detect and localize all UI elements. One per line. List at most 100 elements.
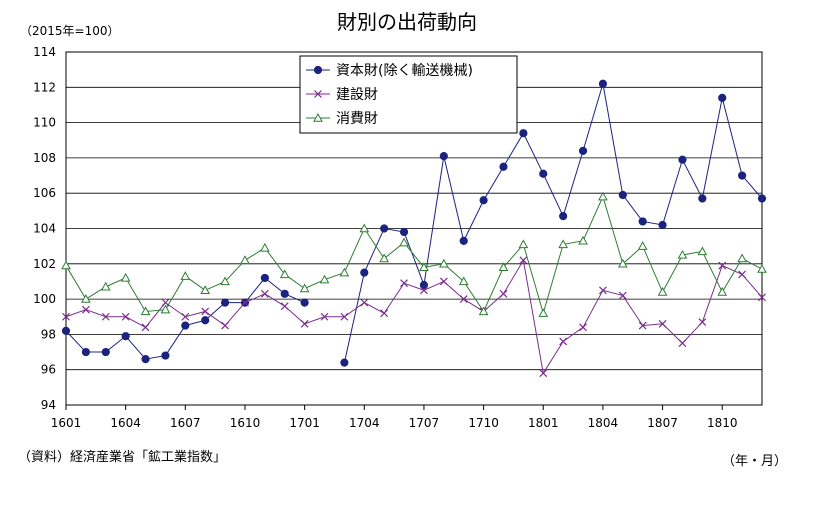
data-point [181, 312, 190, 321]
data-point [439, 152, 448, 161]
data-point [578, 235, 588, 245]
data-point [498, 262, 509, 272]
data-point [314, 90, 322, 98]
data-point [579, 323, 587, 332]
data-point [319, 274, 330, 284]
data-point [658, 220, 667, 230]
series-1 [61, 79, 767, 367]
data-point [399, 237, 409, 247]
data-point [458, 276, 469, 286]
cross-stroke [101, 312, 110, 321]
legend-item: 資本財(除く輸送機械) [306, 63, 473, 79]
cross-stroke [360, 298, 369, 307]
data-point [300, 298, 309, 307]
data-point [313, 112, 323, 122]
series-2 [62, 256, 766, 378]
cross-stroke [181, 312, 190, 321]
data-point [459, 295, 468, 304]
series-group [61, 79, 767, 378]
chart-title: 財別の出荷動向 [337, 10, 477, 34]
data-point [658, 319, 667, 328]
data-point [360, 268, 369, 277]
cross-stroke [121, 312, 130, 321]
y-tick-label: 96 [41, 363, 56, 377]
data-point [81, 347, 90, 357]
cross-stroke [718, 261, 727, 270]
legend-item: 消費財 [306, 111, 378, 127]
data-point [757, 194, 767, 203]
data-point [279, 269, 290, 279]
y-tick-label: 100 [33, 292, 56, 306]
data-point [698, 194, 707, 203]
data-point [339, 267, 350, 277]
data-point [141, 355, 150, 364]
cross-stroke [300, 319, 309, 328]
data-point [121, 312, 130, 321]
data-point [180, 271, 191, 280]
data-point [201, 316, 210, 325]
data-point [241, 298, 249, 307]
data-point [657, 287, 668, 296]
x-tick-label: 1710 [468, 416, 499, 430]
data-point [161, 351, 170, 360]
x-unit-label: （年・月） [722, 454, 788, 469]
cross-stroke [579, 323, 587, 332]
data-point [478, 306, 489, 316]
x-tick-label: 1801 [528, 416, 559, 430]
cross-stroke [380, 309, 389, 318]
data-point [718, 93, 727, 102]
data-point [160, 304, 171, 314]
y-tick-label: 104 [33, 222, 56, 236]
data-point [638, 217, 647, 226]
x-tick-label: 1804 [588, 416, 619, 430]
x-tick-label: 1701 [289, 416, 320, 430]
x-tick-label: 1707 [409, 416, 440, 430]
cross-stroke [221, 321, 230, 330]
cross-stroke [598, 286, 607, 295]
data-point [61, 260, 71, 270]
x-tick-label: 1810 [707, 416, 738, 430]
data-point [738, 270, 747, 279]
cross-stroke [678, 339, 687, 348]
data-point [559, 212, 568, 221]
y-unit-label: （2015年=100） [20, 24, 120, 38]
y-tick-label: 98 [41, 327, 56, 341]
data-point [678, 339, 687, 348]
y-tick-label: 94 [41, 398, 56, 412]
data-point [299, 283, 310, 293]
data-point [558, 239, 568, 249]
data-point [61, 326, 71, 335]
data-point [360, 298, 369, 307]
data-point [140, 306, 151, 316]
series-line [65, 195, 763, 316]
data-point [439, 277, 448, 286]
cross-stroke [559, 337, 568, 346]
data-point [320, 312, 329, 321]
cross-stroke [738, 270, 747, 279]
data-point [499, 162, 508, 171]
data-point [300, 319, 309, 328]
data-point [618, 190, 627, 200]
data-point [340, 358, 349, 367]
data-point [718, 261, 727, 270]
cross-stroke [340, 312, 349, 321]
y-tick-label: 112 [33, 80, 56, 94]
cross-stroke [314, 90, 322, 98]
data-point [459, 236, 468, 245]
cross-stroke [420, 286, 428, 295]
data-point [678, 155, 687, 164]
data-point [81, 305, 90, 314]
cross-stroke [161, 298, 170, 307]
data-point [717, 287, 728, 296]
data-point [399, 227, 409, 237]
data-point [698, 318, 707, 326]
cross-stroke [618, 291, 627, 300]
cross-stroke [499, 289, 508, 298]
cross-stroke [400, 279, 408, 288]
data-point [379, 253, 390, 263]
data-point [313, 65, 323, 75]
data-point [62, 312, 70, 321]
data-point [758, 293, 766, 302]
